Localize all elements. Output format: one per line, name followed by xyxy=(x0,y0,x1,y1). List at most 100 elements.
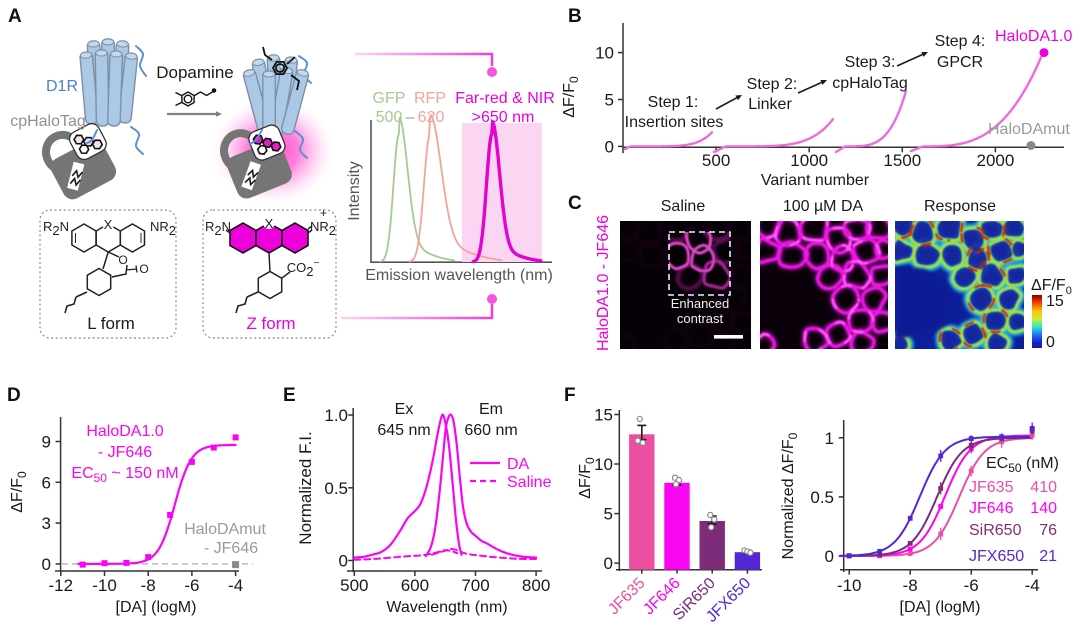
svg-text:Response: Response xyxy=(924,198,996,215)
svg-text:HaloDA1.0 - JF646: HaloDA1.0 - JF646 xyxy=(595,215,612,351)
svg-text:Wavelength (nm): Wavelength (nm) xyxy=(386,599,507,616)
svg-text:Intensity: Intensity xyxy=(346,161,363,221)
svg-text:O: O xyxy=(118,253,127,267)
svg-text:+: + xyxy=(320,206,327,220)
svg-text:Linker: Linker xyxy=(748,96,792,113)
svg-text:1.0: 1.0 xyxy=(324,406,348,425)
svg-text:Ex: Ex xyxy=(395,401,414,418)
svg-text:Saline: Saline xyxy=(507,474,552,491)
svg-text:140: 140 xyxy=(1030,500,1057,517)
svg-text:Step 3:: Step 3: xyxy=(845,54,896,71)
svg-text:ΔF/F0: ΔF/F0 xyxy=(561,76,581,118)
svg-text:- JF646: - JF646 xyxy=(98,444,152,461)
svg-text:RFP: RFP xyxy=(414,90,446,107)
svg-text:Emission wavelength (nm): Emission wavelength (nm) xyxy=(365,267,553,284)
svg-text:-8: -8 xyxy=(141,576,156,595)
svg-text:620: 620 xyxy=(418,109,445,126)
svg-text:-10: -10 xyxy=(92,576,117,595)
svg-text:GPCR: GPCR xyxy=(937,54,983,71)
svg-text:JF646: JF646 xyxy=(969,500,1014,517)
svg-text:–: – xyxy=(406,109,415,126)
svg-text:500: 500 xyxy=(340,576,368,595)
svg-text:6: 6 xyxy=(42,473,51,492)
svg-text:>650 nm: >650 nm xyxy=(472,109,535,126)
svg-text:1500: 1500 xyxy=(883,151,921,170)
svg-text:-4: -4 xyxy=(1025,576,1040,595)
svg-text:0: 0 xyxy=(825,547,834,566)
svg-text:0: 0 xyxy=(339,552,348,571)
svg-text:-12: -12 xyxy=(49,576,74,595)
svg-text:-10: -10 xyxy=(837,576,862,595)
svg-text:500: 500 xyxy=(376,109,403,126)
svg-text:0: 0 xyxy=(1046,334,1055,351)
svg-text:-4: -4 xyxy=(228,576,243,595)
svg-text:-8: -8 xyxy=(903,576,918,595)
svg-text:NR2: NR2 xyxy=(310,219,336,238)
svg-text:3: 3 xyxy=(42,514,51,533)
svg-text:0.5: 0.5 xyxy=(810,488,834,507)
svg-text:Dopamine: Dopamine xyxy=(156,63,234,82)
svg-text:D1R: D1R xyxy=(46,78,78,95)
svg-text:A: A xyxy=(8,6,22,27)
svg-text:cpHaloTag: cpHaloTag xyxy=(10,113,86,130)
svg-text:L form: L form xyxy=(87,314,135,333)
svg-text:[DA] (logM): [DA] (logM) xyxy=(116,599,197,616)
svg-text:Enhanced: Enhanced xyxy=(671,296,730,311)
svg-text:Insertion sites: Insertion sites xyxy=(625,114,724,131)
svg-text:HaloDA1.0: HaloDA1.0 xyxy=(86,423,163,440)
svg-text:500: 500 xyxy=(702,151,730,170)
svg-text:R2N: R2N xyxy=(43,219,69,238)
svg-text:HaloDA1.0: HaloDA1.0 xyxy=(995,28,1072,45)
svg-text:Step 1:: Step 1: xyxy=(648,94,699,111)
svg-text:HaloDAmut: HaloDAmut xyxy=(184,521,266,538)
svg-text:5: 5 xyxy=(604,505,613,524)
svg-text:410: 410 xyxy=(1030,479,1057,496)
svg-text:E: E xyxy=(283,385,296,406)
svg-text:GFP: GFP xyxy=(373,90,406,107)
svg-text:Z form: Z form xyxy=(246,314,295,333)
svg-text:700: 700 xyxy=(461,576,489,595)
svg-text:F: F xyxy=(564,385,576,406)
svg-text:-6: -6 xyxy=(964,576,979,595)
svg-text:Variant number: Variant number xyxy=(761,172,870,189)
svg-text:0.5: 0.5 xyxy=(324,479,348,498)
svg-text:100 µM DA: 100 µM DA xyxy=(783,198,864,215)
svg-text:ΔF/F0: ΔF/F0 xyxy=(9,471,29,513)
svg-text:Saline: Saline xyxy=(661,198,706,215)
svg-text:0: 0 xyxy=(42,555,51,574)
svg-text:Normalized ΔF/F0: Normalized ΔF/F0 xyxy=(780,432,800,559)
svg-text:[DA] (logM): [DA] (logM) xyxy=(900,599,981,616)
svg-text:D: D xyxy=(7,385,21,406)
svg-text:cpHaloTag: cpHaloTag xyxy=(832,75,908,92)
svg-text:O: O xyxy=(139,262,148,276)
svg-text:C: C xyxy=(568,193,582,214)
svg-text:Far-red & NIR: Far-red & NIR xyxy=(455,90,555,107)
svg-text:10: 10 xyxy=(594,455,613,474)
svg-text:B: B xyxy=(568,6,582,27)
svg-text:10: 10 xyxy=(595,44,614,63)
svg-text:2000: 2000 xyxy=(976,151,1014,170)
svg-text:15: 15 xyxy=(594,406,613,425)
svg-text:NR2: NR2 xyxy=(150,219,176,238)
svg-text:21: 21 xyxy=(1039,548,1057,565)
svg-text:1: 1 xyxy=(825,429,834,448)
svg-text:ΔF/F0: ΔF/F0 xyxy=(1031,277,1072,297)
svg-text:X: X xyxy=(104,217,113,232)
svg-text:800: 800 xyxy=(522,576,550,595)
svg-text:DA: DA xyxy=(507,456,530,473)
svg-text:- JF646: - JF646 xyxy=(204,540,258,557)
svg-text:9: 9 xyxy=(42,433,51,452)
svg-text:CO2−: CO2− xyxy=(287,258,320,279)
svg-text:JF635: JF635 xyxy=(969,479,1014,496)
svg-text:Step 4:: Step 4: xyxy=(935,33,986,50)
svg-text:Step 2:: Step 2: xyxy=(747,76,798,93)
svg-text:JFX650: JFX650 xyxy=(969,548,1024,565)
svg-text:600: 600 xyxy=(401,576,429,595)
svg-text:660 nm: 660 nm xyxy=(464,422,517,439)
svg-text:0: 0 xyxy=(605,137,614,156)
svg-text:5: 5 xyxy=(605,91,614,110)
svg-text:-6: -6 xyxy=(184,576,199,595)
svg-text:15: 15 xyxy=(1046,293,1064,310)
svg-text:1000: 1000 xyxy=(790,151,828,170)
svg-text:645 nm: 645 nm xyxy=(377,422,430,439)
